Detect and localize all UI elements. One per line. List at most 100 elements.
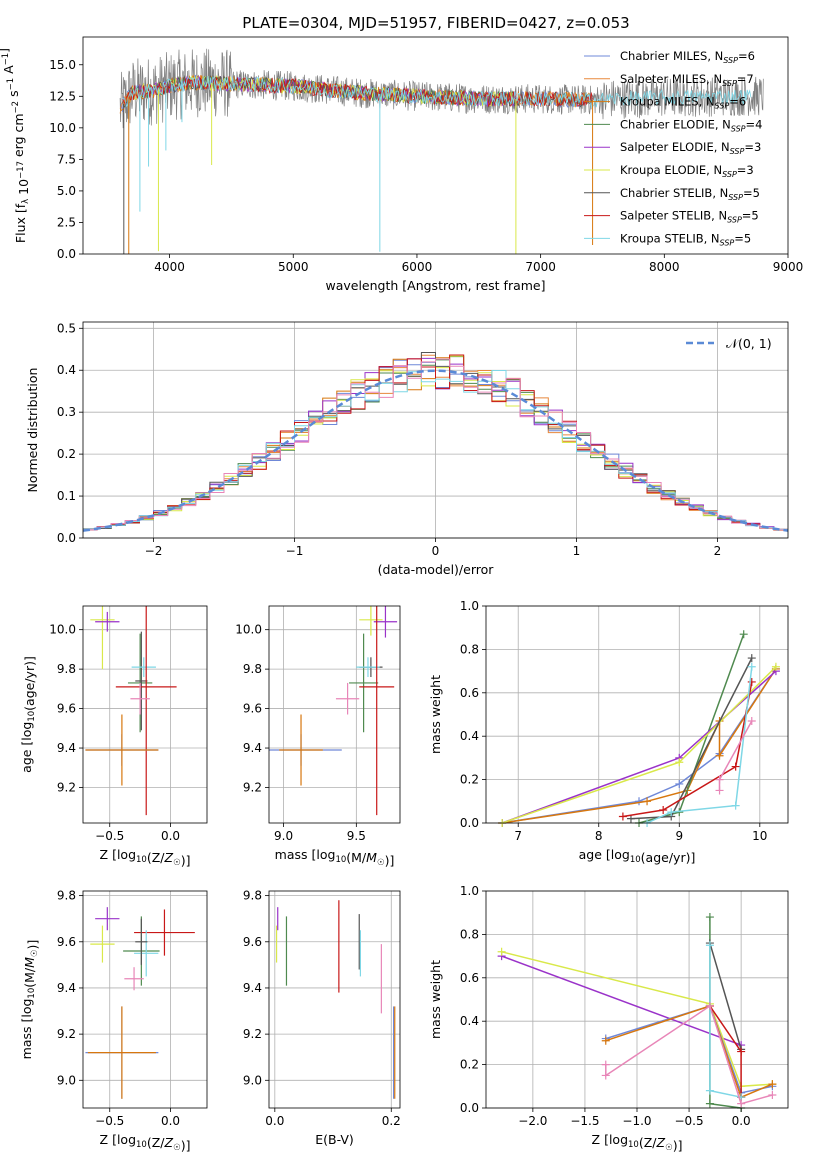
legend-label: Chabrier ELODIE, NSSP=4 <box>620 117 762 133</box>
x-tick-label: 10 <box>752 829 767 843</box>
y-tick-label: 9.6 <box>57 935 76 949</box>
y-tick-label: 10.0 <box>235 623 262 637</box>
plot-frame <box>268 605 401 824</box>
x-tick-label: −1.0 <box>622 1114 651 1128</box>
weight-marker <box>601 1060 610 1069</box>
y-tick-label: 9.2 <box>243 1027 262 1041</box>
x-tick-label: −1 <box>286 544 304 558</box>
weight-marker <box>731 762 740 771</box>
weight-marker <box>739 630 748 639</box>
x-tick-label: 1 <box>573 544 581 558</box>
x-axis-label: Z [log10(Z/Z☉)] <box>592 1132 683 1153</box>
legend-label: 𝒩(0, 1) <box>726 336 772 351</box>
weight-line-chabrier-stelib <box>630 657 753 820</box>
y-tick-label: 9.6 <box>57 702 76 716</box>
y-tick-label: 9.2 <box>57 780 76 794</box>
y-tick-label: 9.4 <box>243 741 262 755</box>
weight-marker <box>737 1047 746 1056</box>
plot-frame <box>268 890 401 1109</box>
weight-marker <box>705 1099 714 1108</box>
y-tick-label: 0.2 <box>460 773 479 787</box>
plot-frame <box>82 36 789 255</box>
weight-marker <box>643 797 652 806</box>
x-tick-label: 0.0 <box>161 1114 180 1128</box>
x-tick-label: 9.0 <box>274 829 293 843</box>
weight-marker <box>747 677 756 686</box>
weight-line-kroupa-elodie <box>501 951 773 1088</box>
weight-marker <box>705 941 714 950</box>
y-tick-label: 12.5 <box>49 89 76 103</box>
weight-marker <box>601 1071 610 1080</box>
weight-marker <box>659 805 668 814</box>
errorbars <box>85 606 177 816</box>
weight-marker <box>705 913 714 922</box>
y-tick-label: 0.1 <box>57 489 76 503</box>
axes-mass_vs_Z: −0.5 0.0 9.0 9.2 9.4 9.6 9.8 Z [log10(Z/Z☉)] mas… <box>19 889 208 1153</box>
weight-lines <box>498 630 780 827</box>
legend-label: Salpeter MILES, NSSP=7 <box>620 72 754 88</box>
legend-label: Salpeter ELODIE, NSSP=3 <box>620 140 761 156</box>
y-tick-label: 0.0 <box>57 531 76 545</box>
y-tick-label: 9.8 <box>243 889 262 903</box>
y-tick-label: 0.5 <box>57 321 76 335</box>
weight-marker <box>747 717 756 726</box>
x-tick-label: −2.0 <box>518 1114 547 1128</box>
y-tick-label: 2.5 <box>57 215 76 229</box>
y-axis-label: Normed distribution <box>25 368 40 493</box>
x-tick-label: −0.5 <box>674 1114 703 1128</box>
y-tick-label: 0.2 <box>57 447 76 461</box>
legend-label: Kroupa STELIB, NSSP=5 <box>620 231 751 247</box>
y-axis-label: age [log10(age/yr)] <box>19 656 37 773</box>
x-tick-label: 9 <box>675 829 683 843</box>
weight-marker <box>667 808 676 817</box>
weight-lines <box>497 913 777 1112</box>
y-tick-label: 0.0 <box>57 247 76 261</box>
y-tick-label: 0.8 <box>460 927 479 941</box>
x-tick-label: 0.0 <box>161 829 180 843</box>
x-tick-label: 7 <box>514 829 522 843</box>
axes-weight_vs_age: 7 8 9 10 0.0 0.2 0.4 0.6 0.8 1.0 age [log10(age/yr… <box>428 599 789 865</box>
weight-marker <box>768 1090 777 1099</box>
weight-marker <box>771 662 780 671</box>
y-tick-label: 9.4 <box>57 981 76 995</box>
errorbars <box>275 900 396 1099</box>
legend-label: Chabrier MILES, NSSP=6 <box>620 49 755 65</box>
y-tick-label: 9.2 <box>57 1027 76 1041</box>
y-tick-label: 9.4 <box>57 741 76 755</box>
y-tick-label: 0.4 <box>460 729 479 743</box>
axes-weight_vs_Z: −2.0 −1.5 −1.0 −0.5 0.0 0.0 0.2 0.4 0.6 0.8 1.0 Z [… <box>428 884 789 1153</box>
weight-marker <box>626 814 635 823</box>
legend-label: Chabrier STELIB, NSSP=5 <box>620 186 760 202</box>
y-tick-label: 0.6 <box>460 686 479 700</box>
y-tick-label: 0.8 <box>460 642 479 656</box>
legend-label: Kroupa MILES, NSSP=6 <box>620 95 746 111</box>
y-tick-label: 9.0 <box>57 1073 76 1087</box>
errorbars <box>85 907 195 1099</box>
weight-marker <box>705 1086 714 1095</box>
weight-marker <box>635 797 644 806</box>
y-axis-label: mass weight <box>428 960 443 1039</box>
legend-label: Kroupa ELODIE, NSSP=3 <box>620 163 754 179</box>
x-axis-label: mass [log10(M/M☉)] <box>275 847 395 868</box>
x-axis-label: Z [log10(Z/Z☉)] <box>100 1132 191 1153</box>
y-tick-label: 5.0 <box>57 184 76 198</box>
y-tick-label: 0.0 <box>460 816 479 830</box>
spectrum-model-chabrier-stelib <box>122 74 593 110</box>
y-tick-label: 1.0 <box>460 599 479 613</box>
y-tick-label: 9.0 <box>243 1073 262 1087</box>
axes-residuals: −2 −1 0 1 2 0.0 0.1 0.2 0.3 0.4 0.5 (data-model)/er… <box>25 321 789 577</box>
weight-marker <box>768 1080 777 1089</box>
x-tick-label: 8 <box>595 829 603 843</box>
y-tick-label: 0.4 <box>57 363 76 377</box>
x-tick-label: 9.5 <box>347 829 366 843</box>
weight-marker <box>737 1099 746 1108</box>
weight-marker <box>705 1002 714 1011</box>
weight-marker <box>715 751 724 760</box>
y-axis-label: mass [log10(M/M☉)] <box>19 940 40 1060</box>
x-tick-label: 7000 <box>525 260 556 274</box>
y-tick-label: 0.0 <box>460 1101 479 1115</box>
axes-spectrum: 4000 5000 6000 7000 8000 9000 0.0 2.5 5.0 7.5 10.0… <box>0 36 803 293</box>
y-tick-label: 10.0 <box>49 623 76 637</box>
weight-marker <box>618 812 627 821</box>
x-tick-label: 0.2 <box>382 1114 401 1128</box>
